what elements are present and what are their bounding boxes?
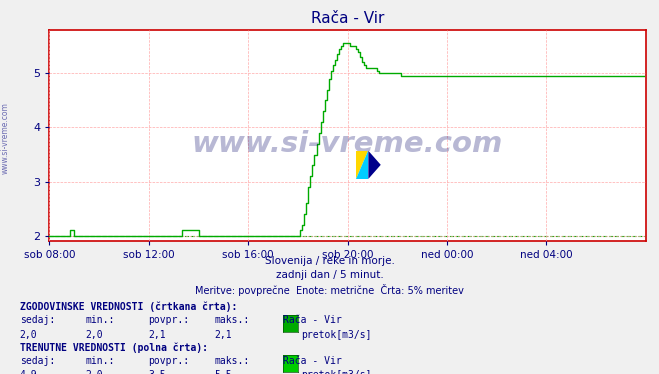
- Text: 2,0: 2,0: [86, 330, 103, 340]
- Text: min.:: min.:: [86, 315, 115, 325]
- Text: povpr.:: povpr.:: [148, 356, 189, 366]
- Polygon shape: [356, 151, 368, 179]
- Text: 2,1: 2,1: [148, 330, 166, 340]
- Text: 3,5: 3,5: [148, 370, 166, 374]
- Text: ZGODOVINSKE VREDNOSTI (črtkana črta):: ZGODOVINSKE VREDNOSTI (črtkana črta):: [20, 301, 237, 312]
- Text: 2,0: 2,0: [20, 330, 38, 340]
- Text: Slovenija / reke in morje.: Slovenija / reke in morje.: [264, 256, 395, 266]
- Text: maks.:: maks.:: [214, 315, 249, 325]
- Title: Rača - Vir: Rača - Vir: [311, 11, 384, 26]
- Text: zadnji dan / 5 minut.: zadnji dan / 5 minut.: [275, 270, 384, 280]
- Text: min.:: min.:: [86, 356, 115, 366]
- Text: TRENUTNE VREDNOSTI (polna črta):: TRENUTNE VREDNOSTI (polna črta):: [20, 343, 208, 353]
- Text: povpr.:: povpr.:: [148, 315, 189, 325]
- Text: 4,9: 4,9: [20, 370, 38, 374]
- Text: sedaj:: sedaj:: [20, 356, 55, 366]
- Text: www.si-vreme.com: www.si-vreme.com: [1, 102, 10, 174]
- Text: Rača - Vir: Rača - Vir: [283, 356, 342, 366]
- Text: 2,0: 2,0: [86, 370, 103, 374]
- Text: maks.:: maks.:: [214, 356, 249, 366]
- Text: 2,1: 2,1: [214, 330, 232, 340]
- Polygon shape: [356, 151, 368, 179]
- Text: sedaj:: sedaj:: [20, 315, 55, 325]
- Text: www.si-vreme.com: www.si-vreme.com: [192, 130, 503, 158]
- Text: pretok[m3/s]: pretok[m3/s]: [301, 330, 372, 340]
- Text: Meritve: povprečne  Enote: metrične  Črta: 5% meritev: Meritve: povprečne Enote: metrične Črta:…: [195, 284, 464, 296]
- Polygon shape: [368, 151, 381, 179]
- Text: pretok[m3/s]: pretok[m3/s]: [301, 370, 372, 374]
- Text: Rača - Vir: Rača - Vir: [283, 315, 342, 325]
- Text: 5,5: 5,5: [214, 370, 232, 374]
